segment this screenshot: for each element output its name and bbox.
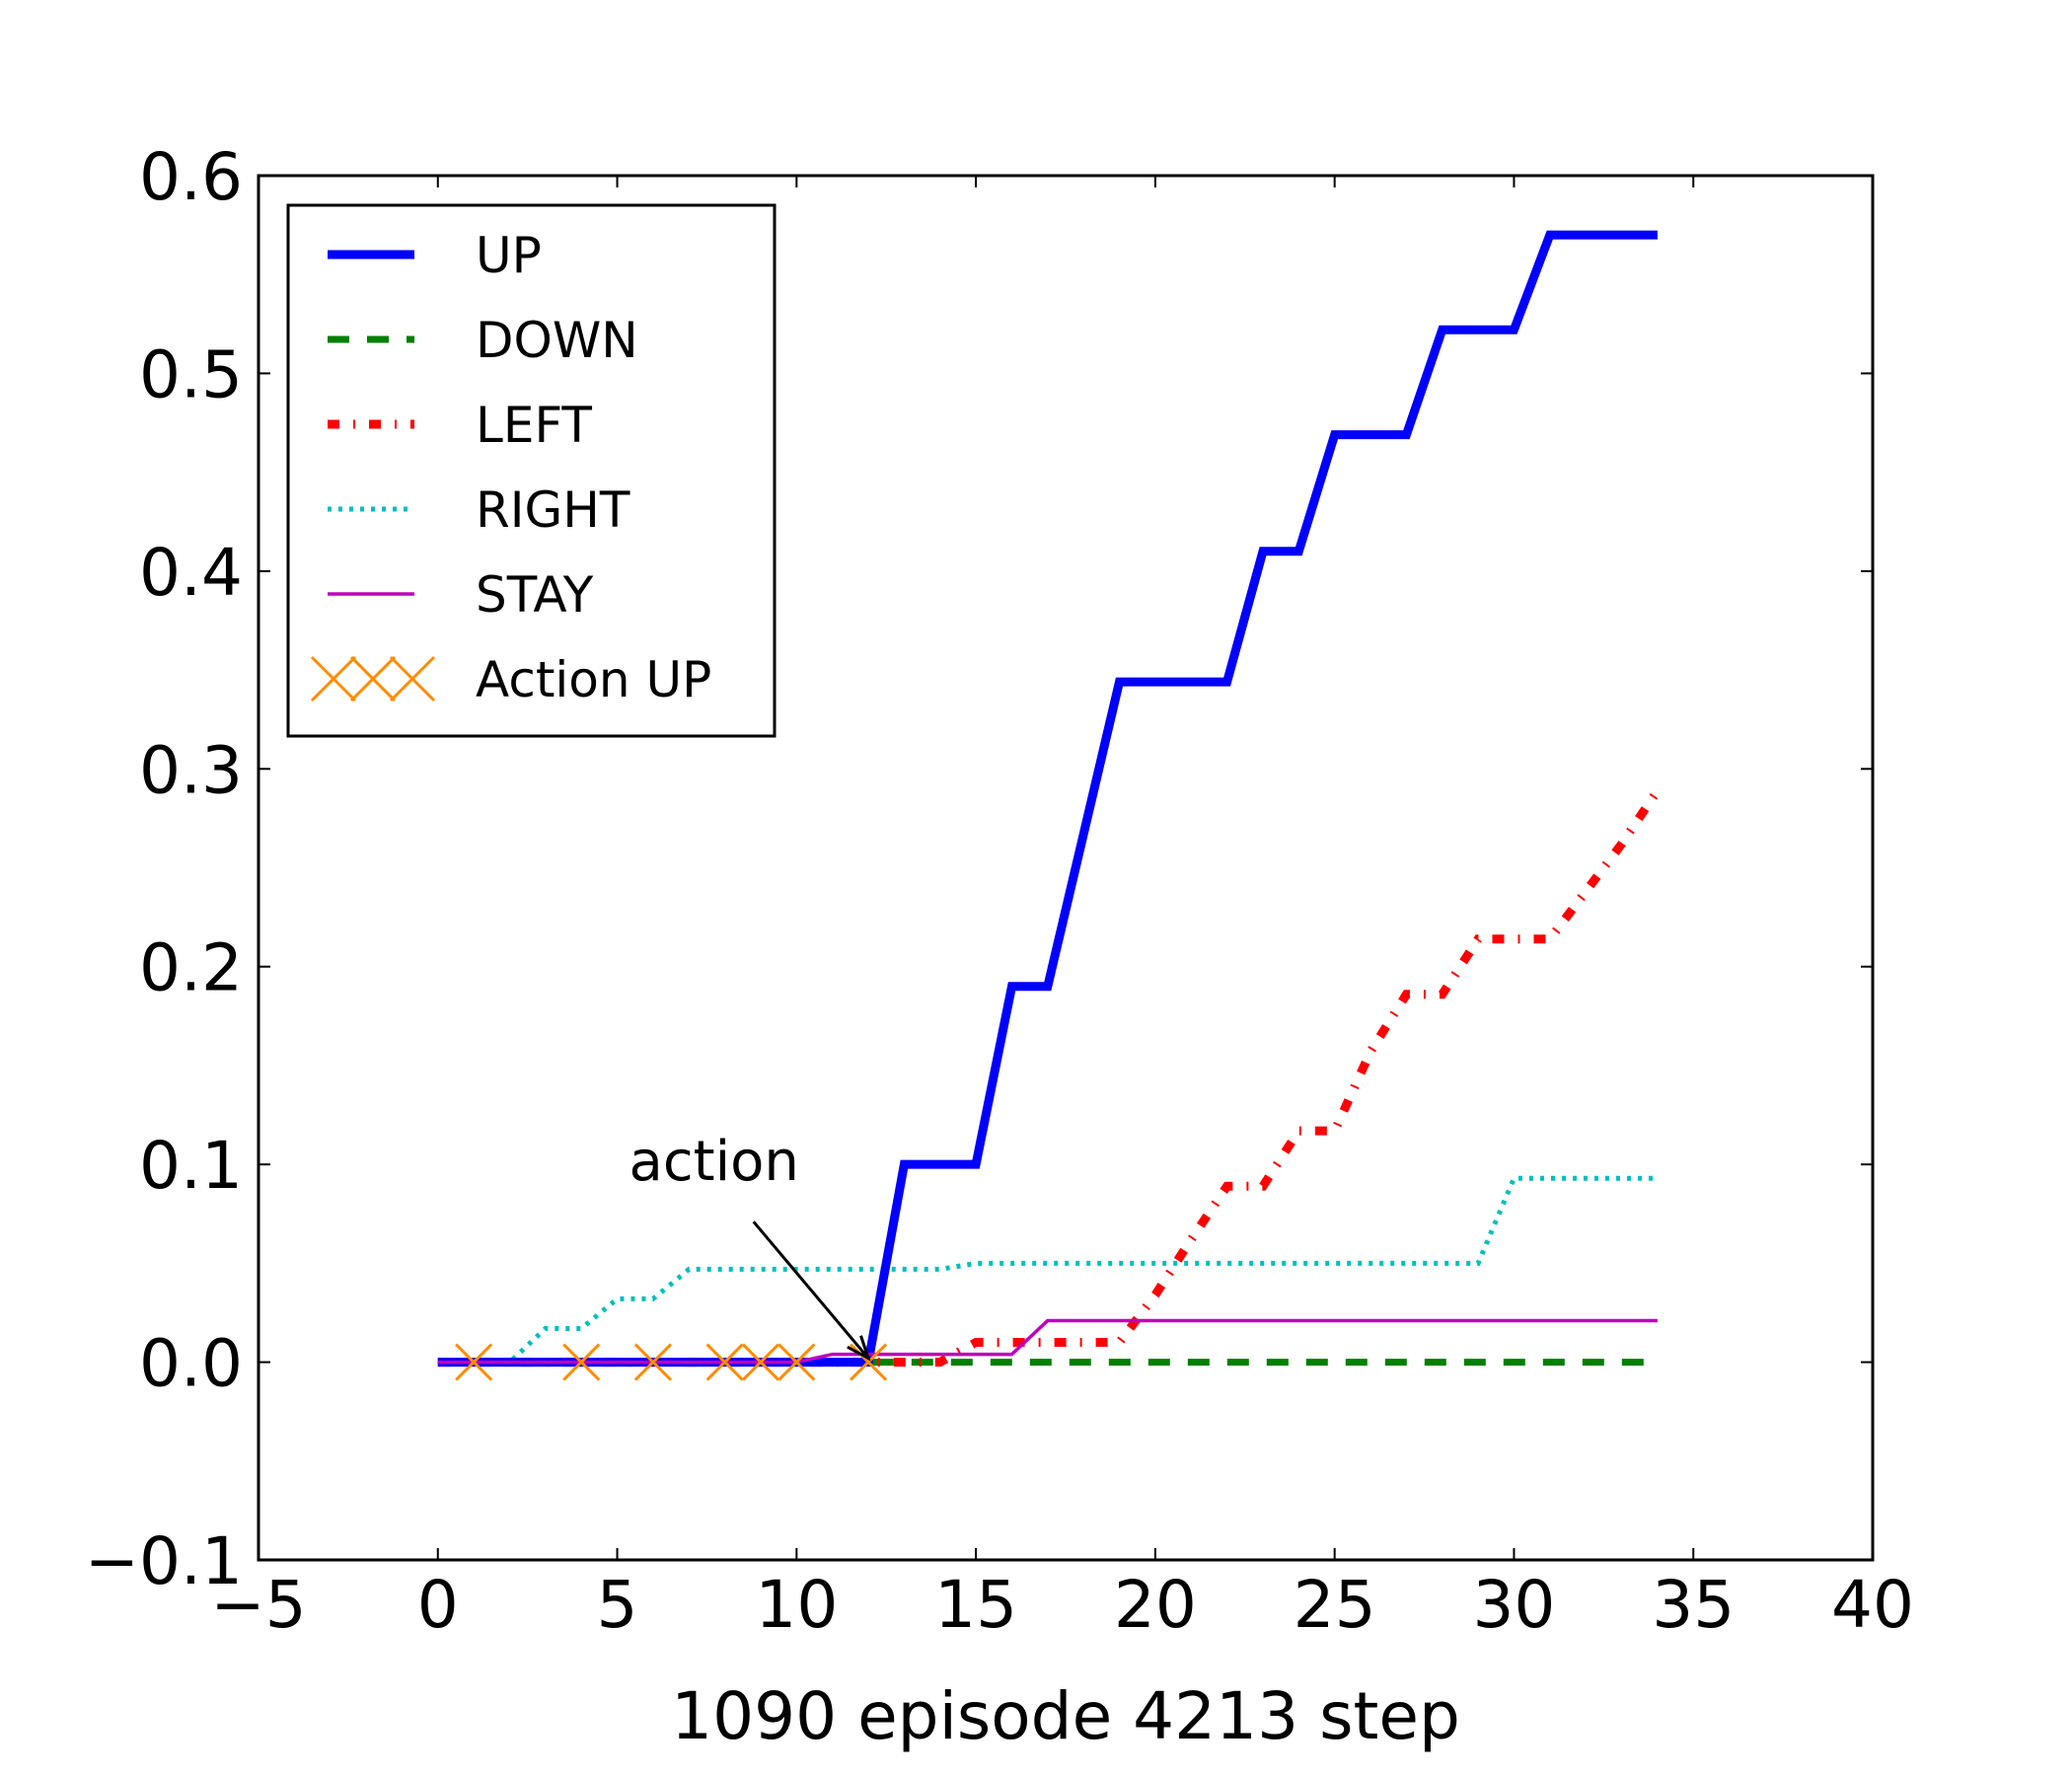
tick-labels: −5 0 5 10 15 20 25 30 35 40 −0.1 0.0 0.1 0.2 0.3 0.4 0.5… [85,139,1914,1643]
series-layer [437,230,1662,1381]
action-up-marker [777,1343,816,1381]
legend-frame [286,203,777,738]
x-axis-title: 1090 episode 4213 step [671,1678,1460,1754]
legend-label-down: DOWN [476,312,638,369]
y-tick-label: 0.5 [139,336,243,412]
legend-swatch-action-up [349,655,397,703]
action-up-marker [455,1343,493,1381]
x-tick-label: 10 [755,1567,838,1643]
series-stay-line [437,1318,1658,1365]
y-tick-label: 0.1 [139,1128,243,1204]
x-tick-label: 20 [1114,1567,1197,1643]
legend-label-left: LEFT [476,397,592,454]
x-tick-label: 15 [934,1567,1017,1643]
action-up-marker [705,1343,744,1381]
x-tick-label: −5 [210,1567,306,1643]
x-tick-label: 40 [1831,1567,1914,1643]
legend-swatch-action-up [389,655,436,703]
y-tick-label: 0.6 [139,139,243,215]
x-tick-label: 5 [597,1567,638,1643]
annotation-layer: action [629,1130,871,1362]
y-tick-label: 0.4 [139,535,243,611]
annotation-arrow-line [752,1221,870,1360]
series-action-up-markers [455,1343,888,1381]
annotation-text: action [629,1130,799,1194]
y-tick-label: 0.2 [139,930,243,1006]
legend-label-action-up: Action UP [476,651,711,708]
y-tick-label: −0.1 [85,1523,243,1599]
x-tick-label: 25 [1294,1567,1376,1643]
legend-label-stay: STAY [476,566,594,624]
legend-label-up: UP [476,227,542,284]
action-up-marker [562,1343,601,1381]
y-tick-label: 0.3 [139,732,243,808]
x-tick-label: 30 [1472,1567,1555,1643]
legend: UP DOWN LEFT RIGHT STAY Action UP [286,203,777,738]
action-up-marker [741,1343,780,1381]
y-tick-label: 0.0 [139,1326,243,1402]
legend-swatch-action-up [310,655,357,703]
x-tick-label: 0 [417,1567,459,1643]
plot-frame [257,174,1875,1562]
action-up-marker [633,1343,672,1381]
x-tick-label: 35 [1652,1567,1735,1643]
annotation-arrow-head [847,1335,871,1362]
legend-label-right: RIGHT [476,481,630,539]
